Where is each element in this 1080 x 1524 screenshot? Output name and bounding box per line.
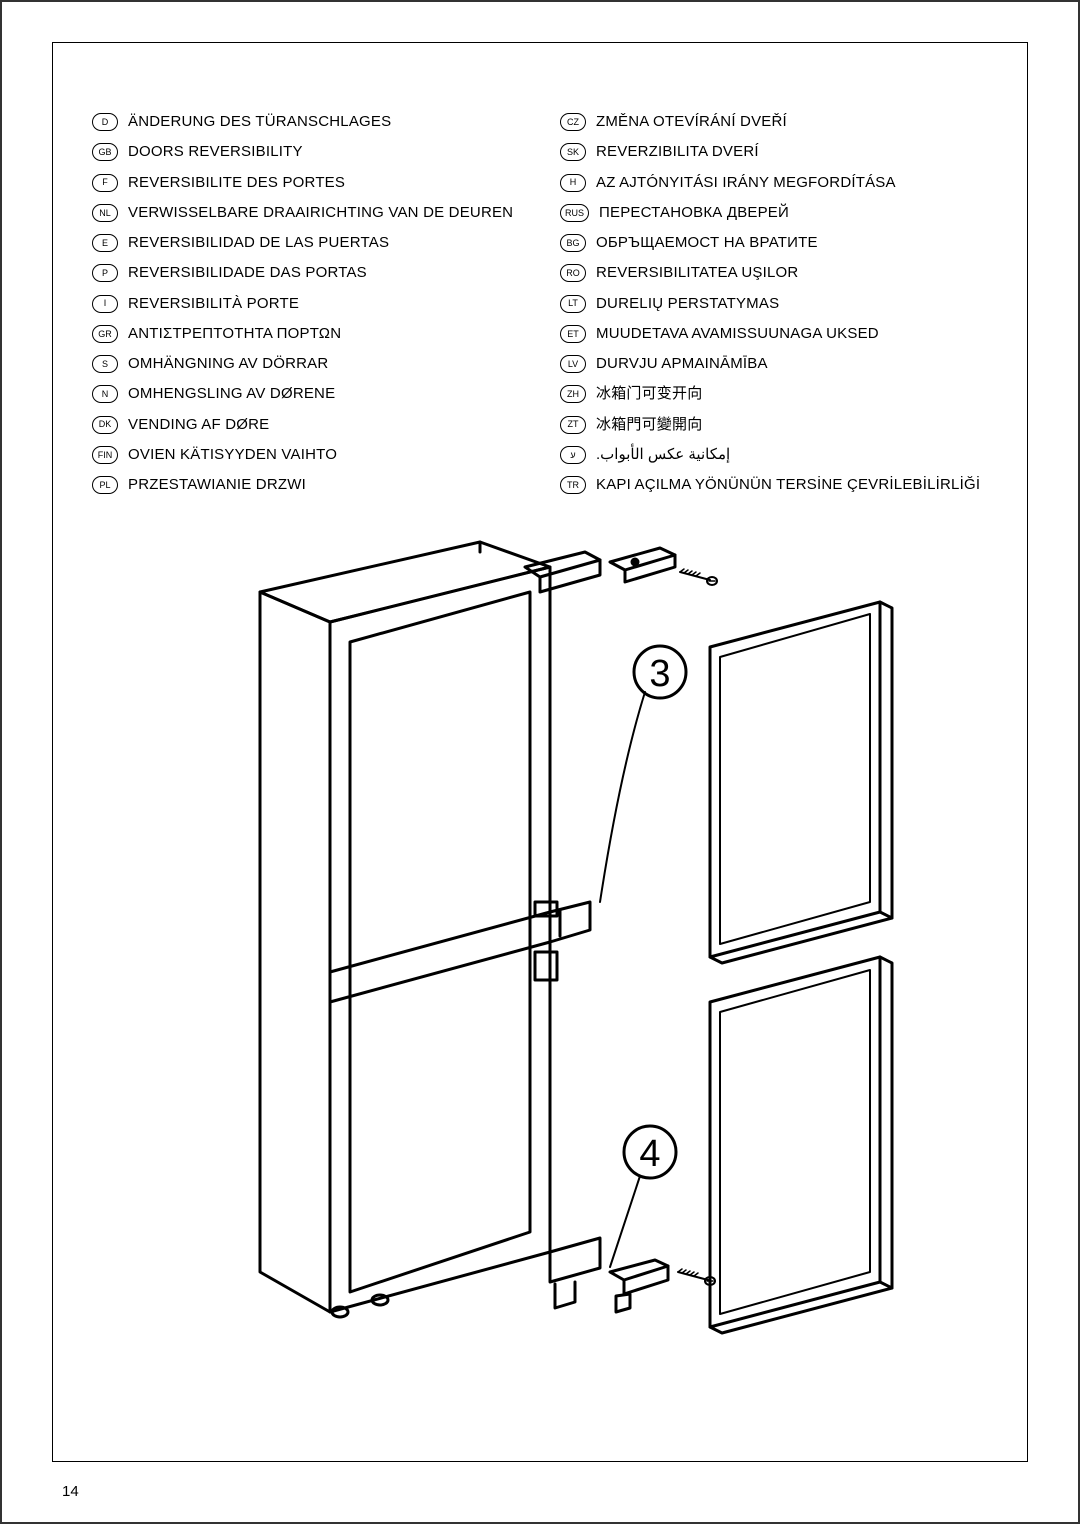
language-entry: DK VENDING AF DØRE (92, 415, 520, 435)
language-code-badge: BG (560, 234, 586, 252)
language-entry: D ÄNDERUNG DES TÜRANSCHLAGES (92, 112, 520, 132)
language-text: REVERSIBILIDAD DE LAS PUERTAS (128, 233, 389, 253)
diagram-area: 3 4 (2, 512, 1078, 1392)
language-text: REVERZIBILITA DVERÍ (596, 142, 759, 162)
left-column: D ÄNDERUNG DES TÜRANSCHLAGES GB DOORS REVER… (92, 112, 520, 505)
language-entry: ZH 冰箱门可变开向 (560, 384, 988, 404)
language-code-badge: NL (92, 204, 118, 222)
language-code-badge: ZT (560, 416, 586, 434)
language-entry: BG ОБРЪЩАЕМОСТ НА ВРАТИТЕ (560, 233, 988, 253)
language-text: AZ AJTÓNYITÁSI IRÁNY MEGFORDÍTÁSA (596, 173, 896, 193)
manual-page: D ÄNDERUNG DES TÜRANSCHLAGES GB DOORS REVER… (0, 0, 1080, 1524)
language-code-badge: I (92, 295, 118, 313)
language-entry: S OMHÄNGNING AV DÖRRAR (92, 354, 520, 374)
language-code-badge: SK (560, 143, 586, 161)
language-entry: ע إمكانية عكس الأبواب. (560, 445, 988, 465)
language-entry: I REVERSIBILITÀ PORTE (92, 294, 520, 314)
language-text: REVERSIBILITE DES PORTES (128, 173, 345, 193)
language-entry: RUS ПЕРЕСТАНОВКА ДВЕРЕЙ (560, 203, 988, 223)
language-text: VERWISSELBARE DRAAIRICHTING VAN DE DEURE… (128, 203, 513, 223)
language-code-badge: RO (560, 264, 586, 282)
language-text: OMHÄNGNING AV DÖRRAR (128, 354, 328, 374)
language-text: ОБРЪЩАЕМОСТ НА ВРАТИТЕ (596, 233, 818, 253)
language-entry: ET MUUDETAVA AVAMISSUUNAGA UKSED (560, 324, 988, 344)
language-code-badge: RUS (560, 204, 589, 222)
language-entry: E REVERSIBILIDAD DE LAS PUERTAS (92, 233, 520, 253)
language-text: DURVJU APMAINĀMĪBA (596, 354, 768, 374)
language-code-badge: F (92, 174, 118, 192)
language-entry: CZ ZMĚNA OTEVÍRÁNÍ DVEŘÍ (560, 112, 988, 132)
language-entry: TR KAPI AÇILMA YÖNÜNÜN TERSİNE ÇEVRİLEBİL… (560, 475, 988, 495)
language-entry: H AZ AJTÓNYITÁSI IRÁNY MEGFORDÍTÁSA (560, 173, 988, 193)
language-code-badge: DK (92, 416, 118, 434)
language-entry: FIN OVIEN KÄTISYYDEN VAIHTO (92, 445, 520, 465)
language-code-badge: ע (560, 446, 586, 464)
language-text: REVERSIBILIDADE DAS PORTAS (128, 263, 367, 283)
language-text: ZMĚNA OTEVÍRÁNÍ DVEŘÍ (596, 112, 787, 132)
language-code-badge: P (92, 264, 118, 282)
language-code-badge: TR (560, 476, 586, 494)
language-text: 冰箱门可变开向 (596, 384, 702, 404)
language-text: PRZESTAWIANIE DRZWI (128, 475, 306, 495)
language-entry: LV DURVJU APMAINĀMĪBA (560, 354, 988, 374)
language-entry: SK REVERZIBILITA DVERÍ (560, 142, 988, 162)
page-number: 14 (62, 1483, 79, 1500)
language-columns: D ÄNDERUNG DES TÜRANSCHLAGES GB DOORS REVER… (52, 62, 1028, 505)
language-entry: LT DURELIŲ PERSTATYMAS (560, 294, 988, 314)
refrigerator-door-reversal-diagram: 3 4 (180, 512, 900, 1392)
language-code-badge: N (92, 385, 118, 403)
callout-4-label: 4 (639, 1133, 660, 1175)
right-column: CZ ZMĚNA OTEVÍRÁNÍ DVEŘÍ SK REVERZIBILITA D… (560, 112, 988, 505)
language-entry: RO REVERSIBILITATEA UŞILOR (560, 263, 988, 283)
language-text: KAPI AÇILMA YÖNÜNÜN TERSİNE ÇEVRİLEBİLİR… (596, 475, 980, 495)
language-code-badge: LV (560, 355, 586, 373)
language-text: VENDING AF DØRE (128, 415, 269, 435)
language-code-badge: CZ (560, 113, 586, 131)
language-entry: P REVERSIBILIDADE DAS PORTAS (92, 263, 520, 283)
language-text: OVIEN KÄTISYYDEN VAIHTO (128, 445, 337, 465)
language-text: ÄNDERUNG DES TÜRANSCHLAGES (128, 112, 391, 132)
language-entry: GB DOORS REVERSIBILITY (92, 142, 520, 162)
language-code-badge: GB (92, 143, 118, 161)
language-text: DOORS REVERSIBILITY (128, 142, 303, 162)
callout-3-label: 3 (649, 653, 670, 695)
language-text: ΑΝΤΙΣΤΡΕΠΤΟΤΗΤΑ ΠΟΡΤΩΝ (128, 324, 341, 344)
language-code-badge: H (560, 174, 586, 192)
language-entry: N OMHENGSLING AV DØRENE (92, 384, 520, 404)
language-entry: F REVERSIBILITE DES PORTES (92, 173, 520, 193)
language-text: ПЕРЕСТАНОВКА ДВЕРЕЙ (599, 203, 789, 223)
language-code-badge: S (92, 355, 118, 373)
language-entry: ZT 冰箱門可變開向 (560, 415, 988, 435)
language-entry: PL PRZESTAWIANIE DRZWI (92, 475, 520, 495)
language-text: REVERSIBILITATEA UŞILOR (596, 263, 798, 283)
language-entry: NL VERWISSELBARE DRAAIRICHTING VAN DE DEU… (92, 203, 520, 223)
language-code-badge: D (92, 113, 118, 131)
language-code-badge: PL (92, 476, 118, 494)
language-text: REVERSIBILITÀ PORTE (128, 294, 299, 314)
language-entry: GR ΑΝΤΙΣΤΡΕΠΤΟΤΗΤΑ ΠΟΡΤΩΝ (92, 324, 520, 344)
language-code-badge: E (92, 234, 118, 252)
language-code-badge: ZH (560, 385, 586, 403)
language-code-badge: FIN (92, 446, 118, 464)
language-text: MUUDETAVA AVAMISSUUNAGA UKSED (596, 324, 879, 344)
language-text: 冰箱門可變開向 (596, 415, 702, 435)
language-code-badge: LT (560, 295, 586, 313)
language-code-badge: GR (92, 325, 118, 343)
language-text: OMHENGSLING AV DØRENE (128, 384, 335, 404)
language-text: إمكانية عكس الأبواب. (596, 445, 730, 465)
language-text: DURELIŲ PERSTATYMAS (596, 294, 779, 314)
language-code-badge: ET (560, 325, 586, 343)
